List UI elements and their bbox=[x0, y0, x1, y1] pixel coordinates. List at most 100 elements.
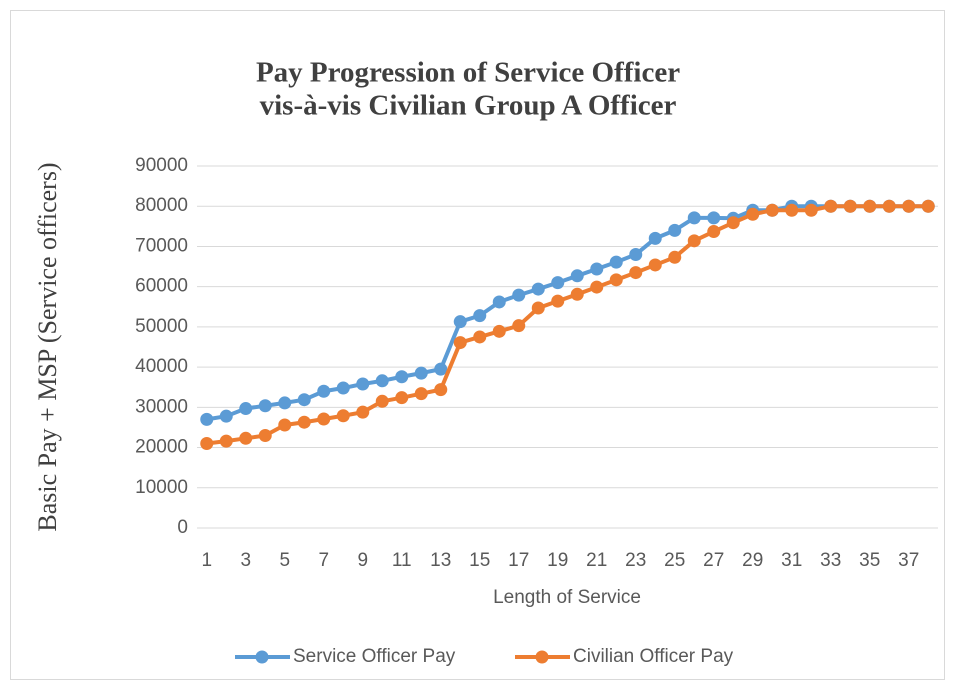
data-point bbox=[200, 437, 214, 451]
data-point bbox=[492, 295, 506, 309]
data-point bbox=[785, 203, 799, 217]
data-point bbox=[531, 301, 545, 315]
y-tick-label: 80000 bbox=[135, 195, 188, 216]
data-point bbox=[707, 211, 721, 225]
data-point bbox=[804, 203, 818, 217]
chart-frame bbox=[10, 10, 945, 680]
y-tick-label: 90000 bbox=[135, 155, 188, 176]
x-tick-label: 13 bbox=[430, 550, 451, 571]
data-point bbox=[668, 250, 682, 264]
y-tick-label: 70000 bbox=[135, 235, 188, 256]
data-point bbox=[317, 384, 331, 398]
data-point bbox=[882, 199, 896, 213]
data-point bbox=[609, 273, 623, 287]
data-point bbox=[395, 370, 409, 384]
x-tick-label: 35 bbox=[859, 550, 880, 571]
data-point bbox=[473, 309, 487, 323]
y-tick-label: 50000 bbox=[135, 316, 188, 337]
data-point bbox=[551, 276, 565, 290]
y-tick-label: 40000 bbox=[135, 356, 188, 377]
x-tick-label: 23 bbox=[625, 550, 646, 571]
data-point bbox=[570, 287, 584, 301]
data-point bbox=[590, 280, 604, 294]
x-tick-label: 33 bbox=[820, 550, 841, 571]
x-tick-label: 31 bbox=[781, 550, 802, 571]
data-point bbox=[746, 207, 760, 221]
data-point bbox=[765, 203, 779, 217]
data-point bbox=[512, 319, 526, 333]
data-point bbox=[200, 412, 214, 426]
legend-marker bbox=[535, 650, 549, 664]
data-point bbox=[375, 374, 389, 388]
x-tick-label: 15 bbox=[469, 550, 490, 571]
y-tick-label: 10000 bbox=[135, 477, 188, 498]
data-point bbox=[434, 362, 448, 376]
x-tick-label: 3 bbox=[240, 550, 251, 571]
data-point bbox=[297, 393, 311, 407]
y-axis-title: Basic Pay + MSP (Service officers) bbox=[33, 162, 62, 531]
data-point bbox=[531, 282, 545, 296]
data-point bbox=[648, 258, 662, 272]
data-point bbox=[336, 381, 350, 395]
y-tick-label: 20000 bbox=[135, 437, 188, 458]
x-tick-label: 25 bbox=[664, 550, 685, 571]
data-point bbox=[414, 387, 428, 401]
data-point bbox=[453, 315, 467, 329]
data-point bbox=[356, 405, 370, 419]
x-tick-label: 21 bbox=[586, 550, 607, 571]
data-point bbox=[473, 330, 487, 344]
data-point bbox=[512, 288, 526, 302]
data-point bbox=[707, 225, 721, 239]
x-tick-label: 11 bbox=[392, 550, 412, 571]
y-tick-label: 30000 bbox=[135, 396, 188, 417]
data-point bbox=[590, 262, 604, 276]
data-point bbox=[551, 294, 565, 308]
x-tick-label: 37 bbox=[898, 550, 919, 571]
data-point bbox=[434, 383, 448, 397]
chart-title: Pay Progression of Service Officer bbox=[256, 57, 680, 89]
data-point bbox=[629, 266, 643, 280]
legend-label: Civilian Officer Pay bbox=[573, 646, 734, 667]
chart-title: vis-à-vis Civilian Group A Officer bbox=[260, 90, 677, 122]
x-tick-label: 7 bbox=[318, 550, 329, 571]
data-point bbox=[414, 366, 428, 380]
x-tick-label: 5 bbox=[279, 550, 290, 571]
data-point bbox=[258, 399, 272, 413]
data-point bbox=[726, 216, 740, 230]
data-point bbox=[375, 394, 389, 408]
x-tick-label: 17 bbox=[508, 550, 529, 571]
x-tick-label: 19 bbox=[547, 550, 568, 571]
y-tick-label: 60000 bbox=[135, 276, 188, 297]
legend-label: Service Officer Pay bbox=[293, 646, 456, 667]
data-point bbox=[278, 418, 292, 432]
data-point bbox=[219, 409, 233, 423]
x-tick-label: 1 bbox=[201, 550, 212, 571]
data-point bbox=[492, 324, 506, 338]
data-point bbox=[336, 409, 350, 423]
data-point bbox=[219, 434, 233, 448]
data-point bbox=[278, 396, 292, 410]
data-point bbox=[570, 269, 584, 283]
data-point bbox=[239, 431, 253, 445]
x-tick-label: 27 bbox=[703, 550, 724, 571]
x-tick-label: 29 bbox=[742, 550, 763, 571]
legend-marker bbox=[255, 650, 269, 664]
data-point bbox=[258, 428, 272, 442]
data-point bbox=[629, 247, 643, 261]
data-point bbox=[297, 415, 311, 429]
y-tick-label: 0 bbox=[177, 517, 188, 538]
data-point bbox=[395, 391, 409, 405]
data-point bbox=[317, 412, 331, 426]
data-point bbox=[453, 336, 467, 350]
data-point bbox=[902, 199, 916, 213]
data-point bbox=[687, 234, 701, 248]
x-tick-label: 9 bbox=[357, 550, 368, 571]
data-point bbox=[824, 199, 838, 213]
data-point bbox=[648, 231, 662, 245]
data-point bbox=[668, 223, 682, 237]
data-point bbox=[687, 211, 701, 225]
data-point bbox=[843, 199, 857, 213]
x-axis-title: Length of Service bbox=[493, 587, 641, 608]
data-point bbox=[239, 402, 253, 416]
